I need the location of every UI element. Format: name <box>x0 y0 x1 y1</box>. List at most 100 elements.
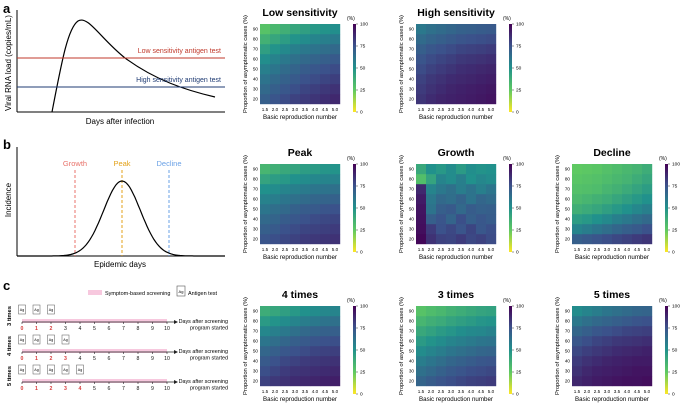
day-label: 5 <box>93 356 96 362</box>
test-day-label: 1 <box>35 386 38 392</box>
heatmap-cell <box>486 164 497 175</box>
heatmap-cell <box>416 44 427 55</box>
schedule-row: 4 times 0 1 2 3 4 5 6 7 8 9 10 Ag Ag Ag Ag Days after sc… <box>7 334 228 362</box>
heatmap-cell <box>416 356 427 367</box>
heatmap-cell <box>416 336 427 347</box>
heatmap-cell <box>476 306 487 317</box>
heatmap-cell <box>260 366 271 377</box>
heatmap-cell <box>260 94 271 105</box>
heatmap-cell <box>476 376 487 387</box>
heatmap-cell <box>622 194 633 205</box>
heatmap-cell <box>280 24 291 35</box>
day-label: 6 <box>108 356 111 362</box>
heatmap-cell <box>290 326 301 337</box>
heatmap-cell <box>300 44 311 55</box>
colorbar-tick-label: 25 <box>516 370 522 376</box>
y-tick-label: 80 <box>253 319 259 324</box>
heatmap-cell <box>290 234 301 245</box>
heatmap-cell <box>270 34 281 45</box>
heatmap-cell <box>320 224 331 235</box>
heatmap-cell <box>476 366 487 377</box>
y-axis-label: Proportion of asymptomatic cases (%) <box>399 155 405 253</box>
heatmap-cell <box>426 316 437 327</box>
low-sensitivity-label: Low sensitivity antigen test <box>138 48 221 55</box>
y-tick-label: 90 <box>409 309 415 314</box>
heatmap-cell <box>260 194 271 205</box>
heatmap-cell <box>320 336 331 347</box>
heatmap-cell <box>446 94 457 105</box>
colorbar <box>353 24 356 112</box>
colorbar-tick-label: 100 <box>360 304 368 310</box>
heatmap-cell <box>260 24 271 35</box>
heatmap-cell <box>486 366 497 377</box>
x-tick-label: 4.0 <box>468 389 475 394</box>
antigen-icon-text: Ag <box>34 368 38 372</box>
heatmap-cell <box>290 306 301 317</box>
heatmap-cell <box>320 366 331 377</box>
antigen-test-icon: Ag <box>32 304 41 315</box>
x-tick-label: 3.5 <box>458 389 465 394</box>
heatmap-cell <box>486 74 497 85</box>
antigen-legend-label: Antigen test <box>188 291 218 297</box>
heatmap-cell <box>320 316 331 327</box>
heatmap-cell <box>582 164 593 175</box>
heatmap-cell <box>622 204 633 215</box>
heatmap-cell <box>300 306 311 317</box>
heatmap-cell <box>622 234 633 245</box>
colorbar-unit: (%) <box>347 16 355 22</box>
heatmap-cell <box>436 356 447 367</box>
y-tick-label: 70 <box>253 47 259 52</box>
test-day-label: 0 <box>21 386 24 392</box>
heatmap-cell <box>572 214 583 225</box>
heatmap-cell <box>290 224 301 235</box>
heatmap-cell <box>310 204 321 215</box>
x-tick-label: 1.5 <box>574 247 581 252</box>
heatmap-cell <box>416 214 427 225</box>
colorbar-tick-label: 0 <box>516 110 519 116</box>
x-tick-label: 4.5 <box>634 247 641 252</box>
heatmap-cell <box>632 204 643 215</box>
panel-b-ylabel: Incidence <box>4 182 13 217</box>
y-tick-label: 80 <box>409 37 415 42</box>
heatmap-cell <box>290 94 301 105</box>
y-tick-label: 60 <box>409 197 415 202</box>
y-tick-label: 40 <box>565 217 571 222</box>
heatmap-title: 3 times <box>438 289 474 301</box>
heatmap-cell <box>632 174 643 185</box>
heatmap-cell <box>310 44 321 55</box>
heatmap-cell <box>436 44 447 55</box>
heatmap-cell <box>612 376 623 387</box>
heatmap-cell <box>426 84 437 95</box>
heatmap-cell <box>486 84 497 95</box>
y-tick-label: 70 <box>253 187 259 192</box>
heatmap-cell <box>416 234 427 245</box>
heatmap-cell <box>632 194 643 205</box>
heatmap-cell <box>260 214 271 225</box>
timeline-xlabel-line1: Days after screening <box>179 349 228 355</box>
heatmap-decline: Decline 1.5 2.0 2.5 3.0 3.5 4.0 4.5 5.0 20 30 40 50 6… <box>555 147 680 261</box>
y-axis-label: Proportion of asymptomatic cases (%) <box>555 155 561 253</box>
heatmap-cell <box>622 346 633 357</box>
y-tick-label: 60 <box>409 339 415 344</box>
heatmap-cell <box>476 336 487 347</box>
heatmap-cell <box>280 204 291 215</box>
day-label: 6 <box>108 326 111 332</box>
heatmap-cell <box>310 234 321 245</box>
heatmap-cell <box>436 214 447 225</box>
heatmap-cell <box>416 346 427 357</box>
day-label: 9 <box>151 356 154 362</box>
heatmap-cell <box>330 94 341 105</box>
y-tick-label: 20 <box>409 237 415 242</box>
day-label: 8 <box>137 326 140 332</box>
heatmap-cell <box>476 64 487 75</box>
heatmap-cell <box>280 74 291 85</box>
heatmap-cell <box>436 94 447 105</box>
heatmap-cell <box>330 194 341 205</box>
heatmap-cell <box>416 306 427 317</box>
heatmap-cell <box>592 214 603 225</box>
heatmap-cell <box>602 376 613 387</box>
heatmap-cell <box>582 346 593 357</box>
heatmap-cell <box>466 234 477 245</box>
